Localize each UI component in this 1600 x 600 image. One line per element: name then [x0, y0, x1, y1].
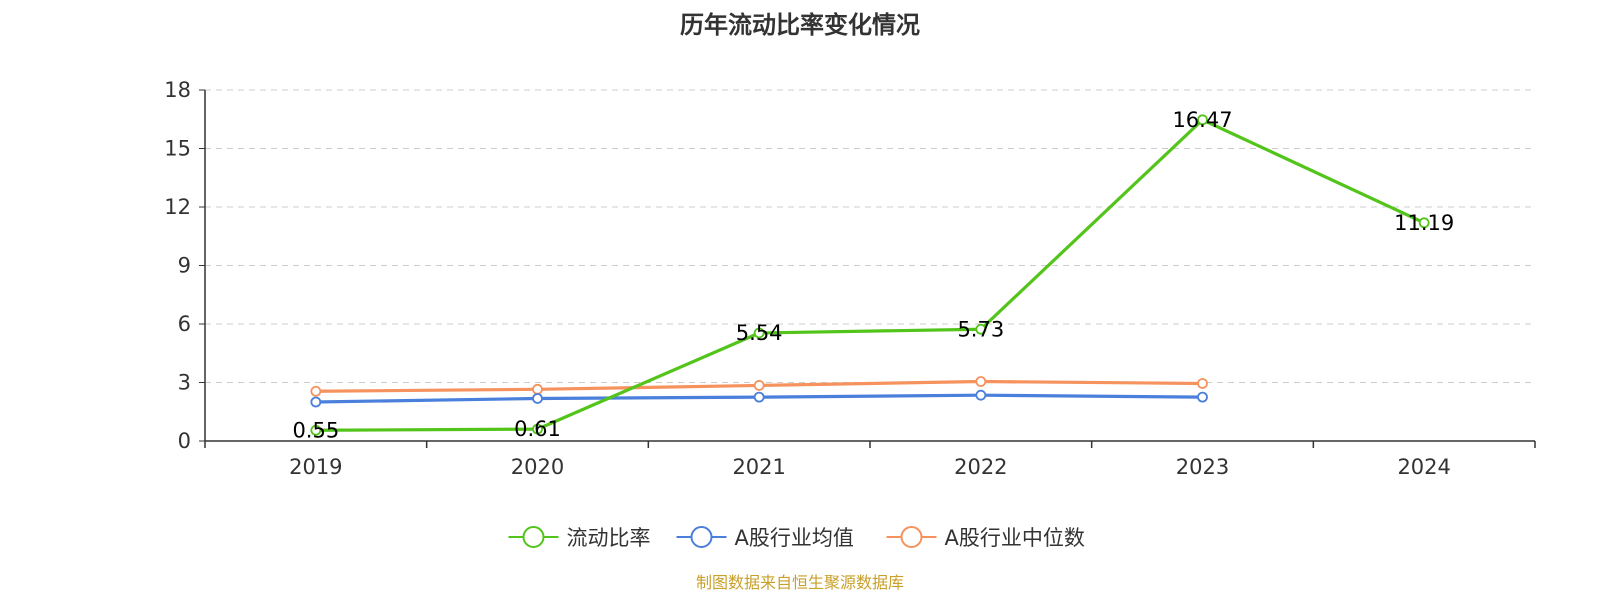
y-tick-label: 9 — [178, 254, 191, 278]
data-point — [310, 396, 322, 408]
data-label: 0.55 — [292, 418, 339, 442]
legend: 流动比率 A股行业均值 A股行业中位数 — [508, 526, 1085, 550]
data-point — [532, 423, 543, 435]
chart-title: 历年流动比率变化情况 — [680, 11, 920, 39]
x-tick-label: 2022 — [954, 455, 1007, 479]
y-tick-label: 3 — [178, 371, 191, 395]
legend-circle-icon — [522, 526, 545, 548]
data-point — [1197, 378, 1208, 389]
data-point — [975, 389, 987, 401]
x-tick-label: 2019 — [289, 455, 342, 479]
grid — [205, 89, 1535, 383]
data-point — [1197, 114, 1208, 126]
x-tick-label: 2023 — [1176, 455, 1229, 479]
data-point — [1418, 217, 1430, 229]
y-tick-label: 12 — [164, 195, 191, 219]
data-point — [753, 327, 765, 339]
legend-item-1: A股行业均值 — [676, 526, 854, 550]
legend-circle-icon — [900, 526, 923, 548]
source-label: 制图数据来自恒生聚源数据库 — [696, 573, 904, 592]
legend-circle-icon — [690, 526, 713, 548]
data-label: 5.73 — [957, 317, 1004, 341]
legend-label: A股行业均值 — [735, 526, 854, 550]
series — [310, 114, 1430, 436]
data-point — [975, 376, 987, 387]
series-line-0 — [315, 118, 1425, 432]
data-label: 0.61 — [514, 417, 561, 441]
y-tick-label: 6 — [178, 312, 191, 336]
data-label: 5.54 — [736, 321, 783, 345]
data-labels: 0.55 0.61 5.54 5.73 16.47 11.19 — [292, 108, 1454, 442]
legend-label: 流动比率 — [567, 526, 651, 550]
legend-item-0: 流动比率 — [508, 526, 651, 550]
axes: 0 3 6 9 12 15 18 2019 2020 2021 2022 2023 2024 — [164, 78, 1536, 479]
x-tick-label: 2024 — [1397, 455, 1450, 479]
data-point — [753, 380, 765, 391]
legend-item-2: A股行业中位数 — [886, 526, 1085, 550]
data-point — [532, 383, 543, 395]
y-tick-label: 18 — [164, 78, 191, 102]
data-point — [753, 391, 765, 403]
data-label: 11.19 — [1394, 211, 1454, 235]
data-point — [1197, 391, 1208, 403]
data-point — [532, 393, 543, 404]
data-point — [310, 424, 322, 436]
legend-label: A股行业中位数 — [945, 526, 1085, 550]
x-tick-label: 2021 — [732, 455, 785, 479]
x-tick-label: 2020 — [511, 455, 564, 479]
data-label: 16.47 — [1172, 108, 1232, 132]
y-tick-label: 15 — [164, 137, 191, 161]
y-tick-label: 0 — [178, 429, 191, 453]
data-point — [975, 323, 987, 335]
data-point — [310, 385, 322, 397]
